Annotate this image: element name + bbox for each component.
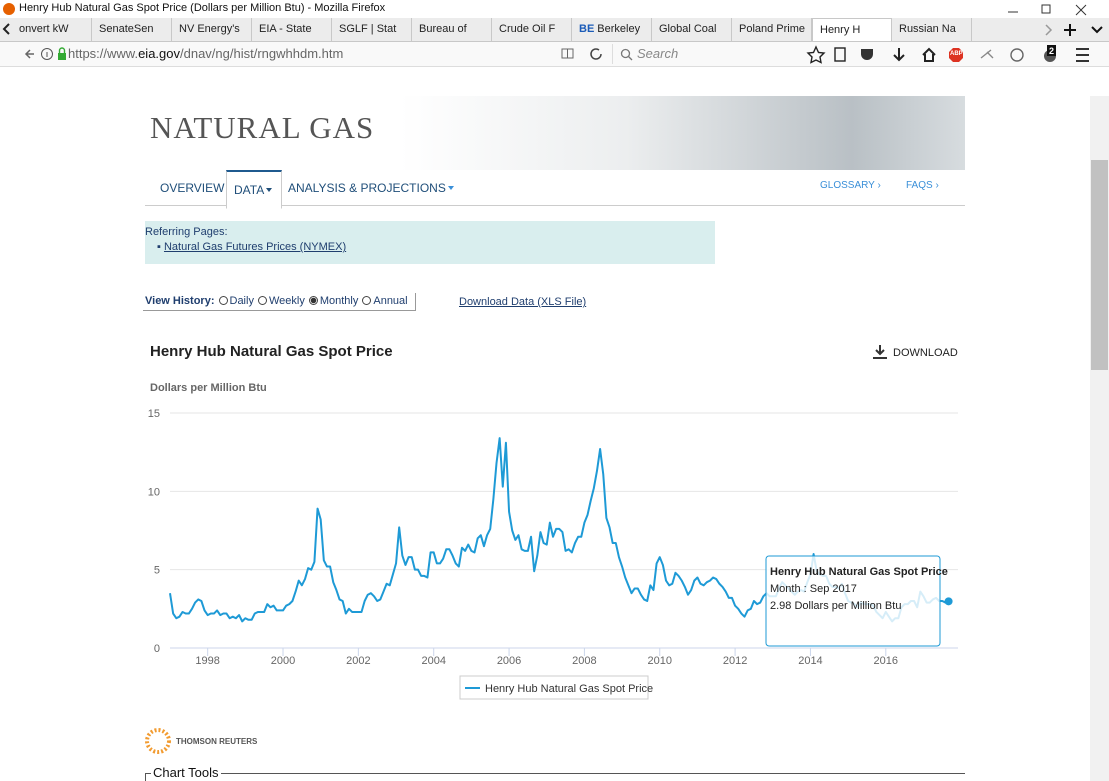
x-tick-label: 2004	[421, 655, 445, 667]
thomson-reuters-text: THOMSON REUTERS	[176, 737, 257, 746]
page: Henry Hub Natural Gas Spot Price (Dollar…	[0, 0, 1109, 781]
x-tick-label: 2016	[874, 655, 898, 667]
scrollbar-thumb[interactable]	[1091, 160, 1108, 370]
y-tick-label: 5	[154, 565, 160, 577]
y-tick-label: 15	[148, 408, 160, 420]
chart-tools-edge	[145, 773, 146, 781]
x-tick-label: 2014	[798, 655, 822, 667]
tooltip-value: 2.98 Dollars per Million Btu	[770, 600, 901, 612]
x-tick-label: 2006	[497, 655, 521, 667]
y-tick-label: 0	[154, 643, 160, 655]
hover-marker	[945, 597, 953, 605]
tooltip-month: Month : Sep 2017	[770, 583, 857, 595]
x-tick-label: 2010	[648, 655, 672, 667]
tooltip-title: Henry Hub Natural Gas Spot Price	[770, 566, 948, 578]
x-tick-label: 2002	[346, 655, 370, 667]
chart-tools-rule	[145, 773, 965, 774]
chart-tools-label: Chart Tools	[151, 765, 221, 780]
thomson-reuters-logo	[145, 728, 171, 754]
x-tick-label: 2008	[572, 655, 596, 667]
y-tick-label: 10	[148, 486, 160, 498]
x-tick-label: 1998	[195, 655, 219, 667]
legend-label: Henry Hub Natural Gas Spot Price	[485, 683, 653, 695]
chart: 0 5 10 15 1998 2000 2002 2004 2006 2008 2010 2012 20…	[0, 0, 1090, 720]
x-tick-label: 2012	[723, 655, 747, 667]
x-tick-label: 2000	[271, 655, 295, 667]
